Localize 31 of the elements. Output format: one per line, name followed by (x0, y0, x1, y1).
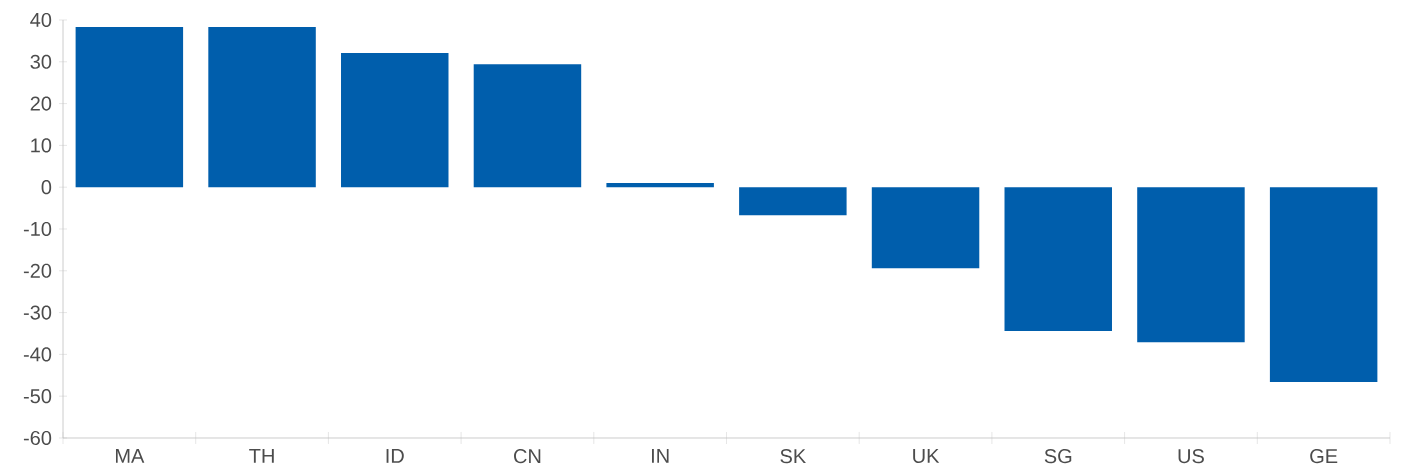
y-tick-label: 10 (31, 138, 52, 153)
x-tick-label: US (1178, 449, 1204, 464)
bar (1137, 187, 1245, 343)
y-tick-label: -60 (23, 430, 52, 446)
bar (871, 187, 980, 269)
bar (1269, 187, 1378, 382)
x-tick-label: GE (1310, 449, 1338, 464)
x-tick-label: SK (780, 449, 806, 464)
bar (739, 187, 847, 216)
bar (473, 64, 582, 188)
bar (341, 53, 449, 188)
x-tick-label: MA (115, 449, 145, 463)
y-tick-label: -10 (23, 221, 52, 237)
bar (606, 183, 714, 188)
y-tick-label: 20 (30, 96, 52, 111)
x-tick-label: UK (913, 449, 940, 463)
y-tick-label: 30 (30, 54, 52, 69)
x-tick-label: ID (386, 449, 404, 463)
y-tick-label: -50 (23, 389, 52, 404)
y-tick-label: -30 (23, 305, 52, 320)
x-tick-label: IN (652, 449, 669, 463)
x-tick-label: TH (249, 449, 274, 463)
y-tick-label: 40 (30, 12, 52, 28)
y-tick-label: -40 (23, 347, 52, 362)
y-tick-label: 0 (41, 180, 52, 195)
bar (1004, 187, 1112, 331)
y-tick-label: -20 (23, 263, 52, 278)
x-tick-label: CN (514, 449, 541, 464)
x-tick-label: SG (1044, 449, 1072, 464)
bar (208, 27, 316, 188)
bar (75, 27, 184, 188)
